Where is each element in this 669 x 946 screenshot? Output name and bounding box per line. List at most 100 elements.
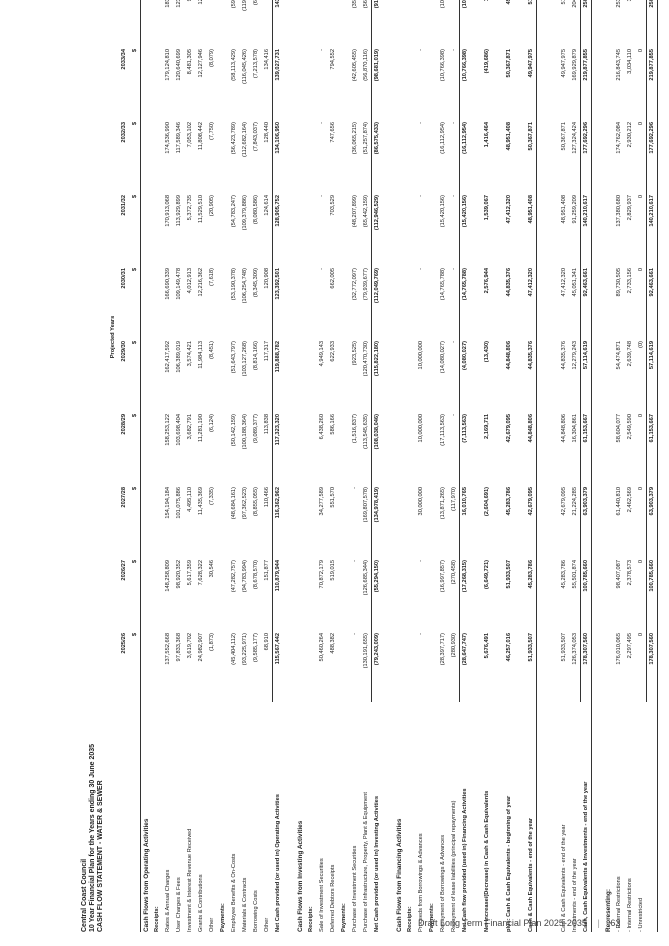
value-cell: 116,362,962	[275, 487, 281, 519]
blank-cell	[339, 0, 350, 45]
value-cell: (35,056,470)	[350, 0, 361, 45]
value-cell: 54,474,871	[616, 341, 622, 370]
row-label: Other	[209, 917, 215, 932]
value-cell: 50,460,264	[319, 633, 325, 662]
value-cell: (97,362,523)	[242, 487, 248, 520]
blank-cell	[493, 629, 504, 702]
value-cell: 7,053,102	[187, 122, 193, 148]
value-cell: 127,324,424	[570, 118, 581, 191]
value-cell: 34,277,589	[319, 487, 325, 516]
value-cell: 117,323,320	[275, 414, 281, 446]
blank-cell	[493, 45, 504, 118]
value-cell: 48,951,408	[526, 191, 537, 264]
unit-header: $	[130, 264, 141, 337]
blank-cell	[284, 45, 295, 118]
value-cell: 123,770,245	[174, 0, 185, 45]
value-cell: 109,149,478	[176, 268, 182, 300]
blank-cell	[306, 337, 317, 410]
value-cell: 92,463,661	[581, 264, 592, 337]
blank-cell	[218, 0, 229, 45]
blank-cell	[537, 556, 548, 629]
value-cell: 0	[636, 629, 647, 702]
blank-cell	[515, 0, 526, 45]
value-cell: (8,451)	[209, 341, 215, 360]
value-cell: 49,947,975	[504, 0, 515, 45]
value-cell: 204,986,349	[570, 0, 581, 45]
value-cell: 44,848,806	[506, 341, 512, 370]
year-header: 2034/35	[119, 0, 130, 45]
value-cell: 16,304,861	[570, 410, 581, 483]
value-cell: -	[418, 122, 424, 124]
value-cell: 106,389,019	[176, 341, 182, 373]
blank-cell	[592, 337, 603, 410]
value-cell: -	[449, 191, 460, 264]
blank-row	[548, 702, 559, 932]
value-cell: (15,420,156)	[440, 195, 446, 228]
page-number: 63	[610, 918, 621, 928]
value-cell: (56,932,958)	[361, 0, 372, 45]
blank-cell	[306, 45, 317, 118]
header-spacer	[108, 702, 119, 932]
blank-cell	[493, 191, 504, 264]
year-header: 2029/30	[121, 341, 127, 362]
value-cell: 4,949,143	[319, 341, 325, 367]
year-header: 2025/26	[121, 633, 127, 654]
blank-cell	[383, 410, 394, 483]
value-cell: (15,420,156)	[462, 195, 468, 228]
value-cell: 61,440,810	[616, 487, 622, 516]
value-cell: (419,686)	[484, 49, 490, 74]
blank-cell	[218, 45, 229, 118]
year-header: 2028/29	[121, 414, 127, 435]
row-label: Purchase of Infrastructure, Property, Pl…	[363, 792, 369, 932]
total-label: Cash, Cash Equivalents & Investments - e…	[581, 702, 592, 932]
blank-cell	[284, 337, 295, 410]
value-cell: 10,000,000	[418, 341, 424, 370]
row-label: Deferred Debtors Receipts	[330, 864, 336, 932]
blank-cell	[515, 337, 526, 410]
value-cell: 103,698,404	[176, 414, 182, 446]
year-header: 2030/31	[121, 268, 127, 289]
total-label: Net Increase/(Decrease) in Cash & Cash E…	[484, 790, 490, 932]
blank-cell	[603, 0, 614, 45]
blank-cell	[515, 629, 526, 702]
value-cell: (6,542,581)	[251, 0, 262, 45]
value-cell: 63,903,379	[647, 483, 658, 556]
row-label: Cash & Cash Equivalents - end of the yea…	[561, 824, 567, 933]
year-header: 2031/32	[121, 195, 127, 216]
value-cell: -	[449, 410, 460, 483]
value-cell: 47,412,320	[506, 195, 512, 224]
blank-cell	[383, 45, 394, 118]
blank-cell	[152, 45, 163, 118]
value-cell: (8,678,570)	[253, 560, 259, 590]
value-cell: (108,038,046)	[374, 414, 380, 450]
blank-cell	[515, 45, 526, 118]
blank-cell	[603, 118, 614, 191]
value-cell: 0	[636, 191, 647, 264]
value-cell: 137,380,680	[616, 195, 622, 227]
value-cell: 50,367,871	[561, 122, 567, 151]
unit-header: $	[130, 410, 141, 483]
value-cell: (113,545,635)	[361, 410, 372, 483]
value-cell: 61,153,667	[581, 410, 592, 483]
value-cell: (2,604,691)	[484, 487, 490, 517]
unit-header: $	[130, 191, 141, 264]
blank-cell	[284, 483, 295, 556]
section-heading: Cash Flows from Operating Activities	[143, 818, 150, 932]
value-cell: 44,848,806	[561, 414, 567, 443]
blank-cell	[339, 118, 350, 191]
blank-cell	[383, 337, 394, 410]
value-cell: 51,933,507	[506, 560, 512, 589]
value-cell: (53,190,378)	[231, 268, 237, 301]
total-label: plus: Cash & Cash Equivalents - beginnin…	[506, 795, 512, 932]
value-cell: 158,253,122	[165, 414, 171, 446]
blank-cell	[405, 264, 416, 337]
blank-cell	[427, 0, 438, 45]
sub-heading: Payments:	[220, 903, 226, 932]
value-cell: (17,113,563)	[440, 414, 446, 446]
unit-header: $	[130, 0, 141, 45]
value-cell: 166,690,339	[165, 268, 171, 300]
value-cell: (91,360,976)	[372, 0, 383, 45]
blank-cell	[218, 337, 229, 410]
value-cell: -	[449, 264, 460, 337]
value-cell: 151,877	[262, 556, 273, 629]
